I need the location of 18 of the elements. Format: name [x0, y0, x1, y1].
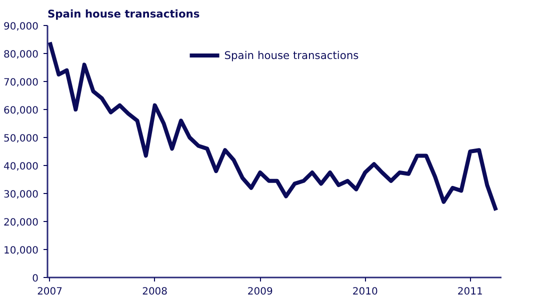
x-tick-label: 2008: [142, 286, 168, 297]
y-tick-label: 40,000: [4, 162, 39, 172]
y-tick-label: 0: [32, 274, 39, 284]
y-tick-label: 10,000: [4, 246, 39, 256]
line-series: [48, 40, 498, 212]
y-tick-label: 80,000: [4, 50, 39, 60]
legend-label: Spain house transactions: [224, 48, 359, 62]
y-tick-label: 20,000: [4, 218, 39, 228]
x-tick-label: 2010: [352, 286, 378, 297]
y-tick-label: 50,000: [4, 134, 39, 144]
y-tick-label: 70,000: [4, 78, 39, 88]
x-tick-label: 2011: [457, 286, 483, 297]
y-tick-label: 30,000: [4, 190, 39, 200]
y-tick-label: 60,000: [4, 106, 39, 116]
x-tick-label: 2009: [247, 286, 273, 297]
x-tick-label: 2007: [37, 286, 63, 297]
y-tick-label: 90,000: [4, 22, 39, 32]
chart-title: Spain house transactions: [48, 8, 200, 20]
